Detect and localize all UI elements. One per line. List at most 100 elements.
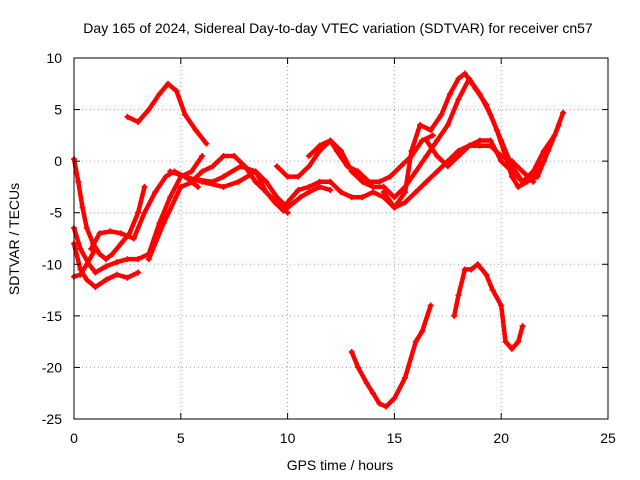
data-point-marker bbox=[103, 276, 110, 283]
data-point-marker bbox=[130, 235, 137, 242]
data-point-marker bbox=[515, 338, 522, 345]
data-point-marker bbox=[391, 395, 398, 402]
x-axis-label: GPS time / hours bbox=[287, 457, 394, 473]
data-point-marker bbox=[113, 271, 120, 278]
series-arc-9 bbox=[188, 152, 287, 214]
data-point-marker bbox=[402, 374, 409, 381]
data-point-marker bbox=[182, 173, 189, 180]
data-point-marker bbox=[167, 168, 174, 175]
data-point-marker bbox=[75, 178, 82, 185]
y-tick-label: 5 bbox=[54, 102, 62, 118]
data-point-marker bbox=[199, 152, 206, 159]
data-point-marker bbox=[188, 178, 195, 185]
data-point-marker bbox=[540, 158, 547, 165]
data-point-marker bbox=[359, 178, 366, 185]
data-point-marker bbox=[305, 189, 312, 196]
data-point-marker bbox=[427, 302, 434, 309]
data-point-marker bbox=[316, 183, 323, 190]
data-point-marker bbox=[135, 209, 142, 216]
data-point-marker bbox=[96, 230, 103, 237]
data-point-marker bbox=[231, 152, 238, 159]
data-point-marker bbox=[79, 204, 86, 211]
data-point-marker bbox=[429, 132, 436, 139]
data-point-marker bbox=[387, 173, 394, 180]
series-arc-1 bbox=[124, 80, 210, 147]
y-tick-label: -20 bbox=[42, 359, 62, 375]
data-point-marker bbox=[455, 147, 462, 154]
data-point-marker bbox=[209, 163, 216, 170]
data-point-marker bbox=[203, 140, 210, 147]
data-point-marker bbox=[417, 122, 424, 129]
data-point-marker bbox=[182, 111, 189, 118]
data-point-marker bbox=[327, 137, 334, 144]
data-point-marker bbox=[88, 245, 95, 252]
data-point-marker bbox=[380, 189, 387, 196]
data-point-marker bbox=[117, 240, 124, 247]
data-point-marker bbox=[83, 276, 90, 283]
data-point-marker bbox=[284, 199, 291, 206]
data-point-marker bbox=[498, 302, 505, 309]
data-point-marker bbox=[235, 178, 242, 185]
data-point-marker bbox=[391, 204, 398, 211]
series-line bbox=[451, 262, 525, 352]
data-point-marker bbox=[455, 292, 462, 299]
data-point-marker bbox=[493, 127, 500, 134]
data-point-marker bbox=[402, 189, 409, 196]
data-point-marker bbox=[297, 194, 304, 201]
data-point-marker bbox=[412, 168, 419, 175]
x-tick-label: 25 bbox=[600, 430, 616, 446]
data-point-marker bbox=[145, 106, 152, 113]
data-point-marker bbox=[455, 75, 462, 82]
series-arc-15 bbox=[348, 302, 434, 410]
x-tick-label: 20 bbox=[493, 430, 509, 446]
data-point-marker bbox=[444, 122, 451, 129]
series-line bbox=[424, 138, 547, 185]
data-point-marker bbox=[412, 338, 419, 345]
data-point-marker bbox=[487, 137, 494, 144]
series-line bbox=[71, 156, 147, 262]
data-point-marker bbox=[199, 168, 206, 175]
tick-layer: 0 5 10 15 20 25 10 5 0 -5 -10 -15 -20 -25 bbox=[42, 50, 616, 446]
data-point-marker bbox=[263, 189, 270, 196]
data-point-marker bbox=[103, 263, 110, 270]
x-tick-label: 0 bbox=[70, 430, 78, 446]
data-point-marker bbox=[109, 250, 116, 257]
data-point-marker bbox=[77, 271, 84, 278]
data-point-marker bbox=[508, 173, 515, 180]
data-point-marker bbox=[474, 261, 481, 268]
series-line bbox=[71, 153, 205, 275]
data-point-marker bbox=[305, 183, 312, 190]
data-point-marker bbox=[348, 194, 355, 201]
data-point-marker bbox=[107, 228, 114, 235]
data-point-marker bbox=[434, 152, 441, 159]
chart-title: Day 165 of 2024, Sidereal Day-to-day VTE… bbox=[83, 20, 593, 36]
data-point-marker bbox=[502, 338, 509, 345]
data-point-marker bbox=[305, 163, 312, 170]
data-point-marker bbox=[220, 173, 227, 180]
series-arc-16 bbox=[451, 261, 526, 352]
data-point-marker bbox=[402, 199, 409, 206]
data-point-marker bbox=[461, 266, 468, 273]
data-point-marker bbox=[355, 168, 362, 175]
data-point-marker bbox=[316, 142, 323, 149]
data-point-marker bbox=[241, 163, 248, 170]
series-layer bbox=[71, 70, 567, 410]
data-point-marker bbox=[370, 183, 377, 190]
data-point-marker bbox=[156, 91, 163, 98]
data-point-marker bbox=[508, 345, 515, 352]
data-point-marker bbox=[316, 178, 323, 185]
data-point-marker bbox=[444, 163, 451, 170]
y-axis-label: SDTVAR / TECUs bbox=[6, 183, 22, 295]
x-tick-label: 15 bbox=[387, 430, 403, 446]
data-point-marker bbox=[316, 147, 323, 154]
data-point-marker bbox=[338, 147, 344, 154]
data-point-marker bbox=[560, 109, 567, 116]
data-point-marker bbox=[455, 152, 462, 159]
data-point-marker bbox=[284, 209, 291, 216]
series-line bbox=[189, 153, 286, 213]
data-point-marker bbox=[438, 111, 445, 118]
data-point-marker bbox=[498, 158, 505, 165]
data-point-marker bbox=[263, 178, 270, 185]
data-point-marker bbox=[124, 256, 131, 263]
